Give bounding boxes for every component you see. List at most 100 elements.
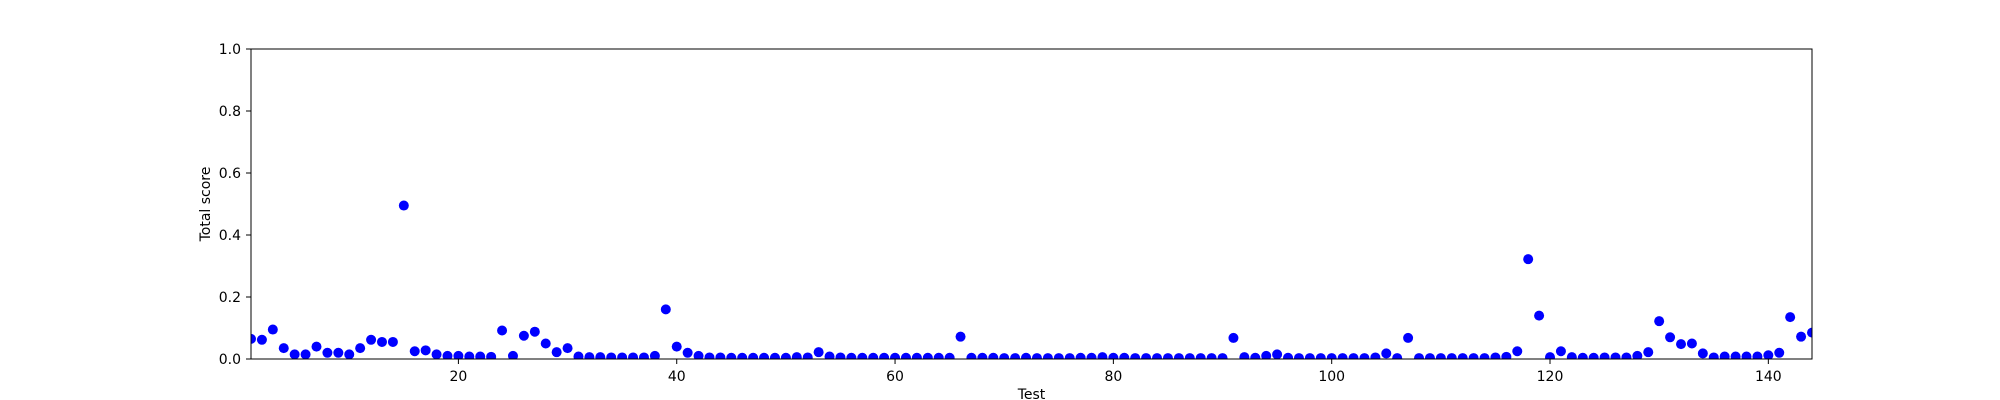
data-point	[791, 352, 802, 359]
data-point	[693, 350, 704, 359]
data-point	[879, 352, 890, 359]
data-point	[475, 351, 486, 359]
data-point	[376, 336, 387, 347]
data-point	[704, 352, 715, 359]
data-point	[1807, 327, 1812, 338]
data-point	[1566, 352, 1577, 359]
data-point	[933, 352, 944, 359]
data-point	[300, 349, 311, 359]
data-point	[1763, 350, 1774, 359]
x-tick-label: 80	[1104, 369, 1122, 385]
data-point	[1075, 352, 1086, 359]
data-point	[977, 352, 988, 359]
data-point	[911, 352, 922, 359]
data-point	[1632, 350, 1643, 359]
data-point	[1479, 353, 1490, 359]
data-point	[759, 352, 770, 359]
data-point	[1621, 352, 1632, 359]
data-point	[256, 334, 267, 345]
y-tick-label: 1.0	[219, 42, 241, 58]
data-point	[628, 352, 639, 359]
data-point	[507, 350, 518, 359]
data-point	[769, 352, 780, 359]
data-point	[311, 341, 322, 352]
data-point	[551, 347, 562, 358]
data-point	[398, 200, 409, 211]
data-point	[1337, 353, 1348, 359]
data-point	[617, 352, 628, 359]
data-point	[649, 350, 660, 359]
data-point	[562, 343, 573, 354]
data-point	[824, 351, 835, 359]
data-point	[1293, 353, 1304, 359]
data-point	[529, 326, 540, 337]
data-point	[660, 304, 671, 315]
data-point	[944, 352, 955, 359]
y-axis-ticks: 0.0 0.2 0.4 0.6 0.8 1.0	[219, 42, 251, 368]
data-point	[1272, 349, 1283, 359]
data-point	[1643, 347, 1654, 358]
data-point	[1261, 350, 1272, 359]
data-point	[1086, 352, 1097, 359]
data-point	[251, 333, 256, 344]
data-point	[344, 349, 355, 359]
data-point	[1108, 352, 1119, 359]
data-point	[333, 347, 344, 358]
y-tick-label: 0.2	[219, 290, 241, 306]
data-point	[1031, 353, 1042, 359]
data-point	[1130, 353, 1141, 359]
data-point	[1599, 352, 1610, 359]
data-point	[1195, 353, 1206, 359]
data-point	[453, 350, 464, 359]
data-point	[890, 352, 901, 359]
data-point	[387, 336, 398, 347]
data-point	[1414, 353, 1425, 359]
data-point	[366, 334, 377, 345]
data-point	[955, 331, 966, 342]
data-point	[1315, 353, 1326, 359]
data-point	[1490, 352, 1501, 359]
plot-area	[251, 200, 1812, 359]
data-point	[573, 351, 584, 359]
data-point	[355, 343, 366, 354]
data-point	[1064, 353, 1075, 359]
data-point	[638, 352, 649, 359]
x-tick-label: 20	[449, 369, 467, 385]
data-point	[1152, 353, 1163, 359]
data-point	[1796, 331, 1807, 342]
data-point	[1403, 332, 1414, 343]
data-point	[857, 352, 868, 359]
data-point	[278, 343, 289, 354]
data-point	[1250, 352, 1261, 359]
data-point	[682, 347, 693, 358]
data-point	[1162, 353, 1173, 359]
data-point	[464, 351, 475, 359]
data-point	[1097, 352, 1108, 359]
data-point	[322, 347, 333, 358]
x-tick-label: 140	[1755, 369, 1782, 385]
data-point	[1719, 351, 1730, 359]
data-point	[1141, 353, 1152, 359]
data-point	[988, 352, 999, 359]
y-tick-label: 0.6	[219, 166, 241, 182]
data-point	[1021, 352, 1032, 359]
data-point	[1741, 351, 1752, 359]
data-point	[486, 351, 497, 359]
data-point	[1283, 352, 1294, 359]
data-point	[518, 330, 529, 341]
x-tick-label: 40	[668, 369, 686, 385]
data-point	[540, 338, 551, 349]
data-point	[900, 352, 911, 359]
data-point	[835, 352, 846, 359]
x-axis-ticks: 20 40 60 80 100 120 140	[449, 359, 1782, 385]
data-point	[737, 352, 748, 359]
data-point	[1708, 352, 1719, 359]
data-point	[966, 352, 977, 359]
data-point	[922, 352, 933, 359]
data-point	[497, 325, 508, 336]
data-point	[606, 352, 617, 359]
data-point	[1785, 312, 1796, 323]
data-point	[671, 341, 682, 352]
data-point	[431, 349, 442, 359]
